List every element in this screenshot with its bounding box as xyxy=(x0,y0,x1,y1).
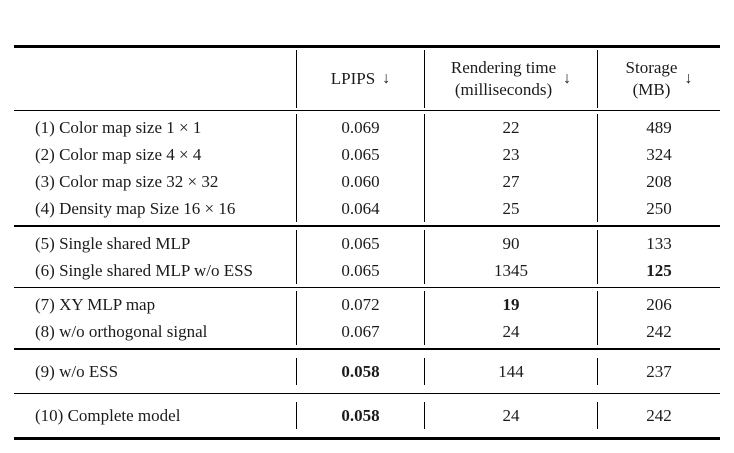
storage-value: 242 xyxy=(597,402,720,430)
storage-value: 206 xyxy=(597,291,720,319)
time-value: 24 xyxy=(424,318,597,346)
storage-value: 133 xyxy=(597,229,720,257)
time-value: 1345 xyxy=(424,256,597,284)
time-value: 90 xyxy=(424,229,597,257)
table-row: (7) XY MLP map 0.072 19 206 xyxy=(14,291,720,319)
header-rendering-time: Rendering time (milliseconds) ↓ xyxy=(424,49,597,108)
down-arrow-icon: ↓ xyxy=(684,69,693,87)
lpips-value: 0.058 xyxy=(296,402,424,430)
time-value: 25 xyxy=(424,195,597,223)
storage-value: 324 xyxy=(597,141,720,169)
lpips-value: 0.060 xyxy=(296,168,424,196)
rendering-time-line1: Rendering time xyxy=(450,57,557,77)
time-value: 23 xyxy=(424,141,597,169)
group-complete-model: (10) Complete model 0.058 24 242 xyxy=(14,396,720,435)
header-empty-cell xyxy=(14,50,296,108)
group-color-density-maps: (1) Color map size 1 × 1 0.069 22 489 (2… xyxy=(14,113,720,223)
row-label: (10) Complete model xyxy=(35,406,181,426)
row-label: (5) Single shared MLP xyxy=(35,233,191,253)
table-header-row: LPIPS ↓ Rendering time (milliseconds) ↓ … xyxy=(14,49,720,108)
lpips-value: 0.069 xyxy=(296,114,424,142)
storage-value: 208 xyxy=(597,168,720,196)
rendering-time-column-label: Rendering time (milliseconds) xyxy=(451,57,556,101)
group-rule xyxy=(14,392,720,395)
lpips-value: 0.065 xyxy=(296,229,424,257)
row-label: (3) Color map size 32 × 32 xyxy=(35,172,219,192)
ablation-table: LPIPS ↓ Rendering time (milliseconds) ↓ … xyxy=(14,45,720,440)
row-label: (8) w/o orthogonal signal xyxy=(35,322,208,342)
storage-value: 125 xyxy=(597,256,720,284)
table-row: (4) Density map Size 16 × 16 0.064 25 25… xyxy=(14,195,720,223)
time-value: 22 xyxy=(424,114,597,142)
table-row: (6) Single shared MLP w/o ESS 0.065 1345… xyxy=(14,256,720,284)
time-value: 24 xyxy=(424,402,597,430)
rendering-time-line2: (milliseconds) xyxy=(454,79,553,99)
storage-value: 250 xyxy=(597,195,720,223)
storage-value: 237 xyxy=(597,357,720,385)
time-value: 144 xyxy=(424,357,597,385)
row-label: (9) w/o ESS xyxy=(35,361,119,381)
time-value: 27 xyxy=(424,168,597,196)
table-row: (10) Complete model 0.058 24 242 xyxy=(14,402,720,430)
row-label: (6) Single shared MLP w/o ESS xyxy=(35,260,254,280)
table-row: (3) Color map size 32 × 32 0.060 27 208 xyxy=(14,168,720,196)
storage-value: 489 xyxy=(597,114,720,142)
down-arrow-icon: ↓ xyxy=(382,69,391,87)
group-shared-mlp: (5) Single shared MLP 0.065 90 133 (6) S… xyxy=(14,229,720,285)
lpips-column-label: LPIPS xyxy=(330,68,376,88)
row-label: (2) Color map size 4 × 4 xyxy=(35,145,202,165)
down-arrow-icon: ↓ xyxy=(563,69,572,87)
top-rule xyxy=(14,45,720,48)
group-wo-ess: (9) w/o ESS 0.058 144 237 xyxy=(14,352,720,391)
table-row: (2) Color map size 4 × 4 0.065 23 324 xyxy=(14,141,720,169)
lpips-value: 0.058 xyxy=(296,357,424,385)
storage-line2: (MB) xyxy=(632,79,671,99)
storage-value: 242 xyxy=(597,318,720,346)
lpips-value: 0.067 xyxy=(296,318,424,346)
header-lpips: LPIPS ↓ xyxy=(296,49,424,108)
table-row: (8) w/o orthogonal signal 0.067 24 242 xyxy=(14,318,720,346)
row-label: (1) Color map size 1 × 1 xyxy=(35,118,202,138)
lpips-value: 0.065 xyxy=(296,141,424,169)
lpips-value: 0.065 xyxy=(296,256,424,284)
table-row: (9) w/o ESS 0.058 144 237 xyxy=(14,357,720,385)
header-storage: Storage (MB) ↓ xyxy=(597,49,720,108)
lpips-value: 0.064 xyxy=(296,195,424,223)
header-rule xyxy=(14,109,720,112)
storage-line1: Storage xyxy=(625,57,678,77)
table-row: (5) Single shared MLP 0.065 90 133 xyxy=(14,229,720,257)
group-mlp-map-signal: (7) XY MLP map 0.072 19 206 (8) w/o orth… xyxy=(14,290,720,346)
time-value: 19 xyxy=(424,291,597,319)
storage-column-label: Storage (MB) xyxy=(626,57,678,101)
row-label: (4) Density map Size 16 × 16 xyxy=(35,199,236,219)
bottom-rule xyxy=(14,437,720,440)
row-label: (7) XY MLP map xyxy=(35,295,156,315)
table-row: (1) Color map size 1 × 1 0.069 22 489 xyxy=(14,114,720,142)
group-rule xyxy=(14,225,720,227)
group-rule xyxy=(14,348,720,350)
group-rule xyxy=(14,286,720,289)
lpips-value: 0.072 xyxy=(296,291,424,319)
